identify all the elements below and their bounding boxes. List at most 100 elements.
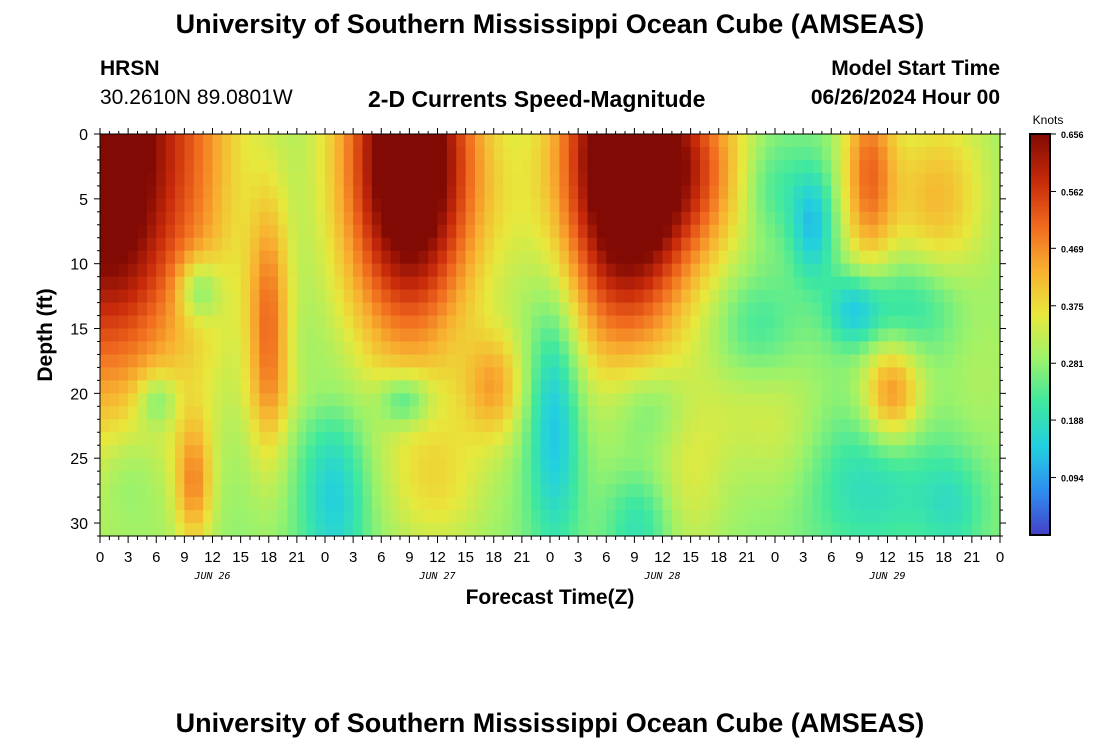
heatmap-cell	[831, 445, 842, 459]
heatmap-cell	[718, 134, 729, 148]
date-label: JUN 27	[418, 571, 455, 582]
heatmap-cell	[512, 198, 523, 213]
heatmap-cell	[437, 445, 448, 459]
heatmap-cell	[278, 198, 289, 213]
y-tick-label: 5	[79, 192, 88, 209]
heatmap-cell	[681, 250, 692, 265]
heatmap-cell	[784, 380, 795, 394]
heatmap-cell	[343, 224, 354, 239]
heatmap-cell	[146, 276, 157, 291]
heatmap-cell	[568, 146, 579, 161]
heatmap-cell	[381, 419, 392, 433]
heatmap-cell	[615, 471, 626, 485]
heatmap-cell	[353, 198, 364, 213]
heatmap-cell	[925, 393, 935, 407]
heatmap-cell	[409, 134, 420, 148]
heatmap-cell	[193, 497, 204, 511]
heatmap-cell	[906, 510, 917, 524]
heatmap-cell	[859, 185, 870, 200]
heatmap-cell	[231, 198, 242, 213]
heatmap-cell	[878, 406, 889, 420]
heatmap-cell	[109, 198, 120, 213]
heatmap-cell	[831, 380, 842, 394]
heatmap-cell	[250, 367, 260, 381]
heatmap-cell	[484, 237, 495, 252]
heatmap-cell	[409, 211, 420, 226]
heatmap-cell	[437, 523, 448, 537]
heatmap-cell	[437, 406, 448, 420]
heatmap-cell	[690, 341, 701, 356]
heatmap-cell	[915, 237, 926, 252]
heatmap-cell	[400, 159, 410, 174]
x-tick-label: 6	[152, 549, 160, 566]
heatmap-cell	[165, 185, 176, 200]
heatmap-cell	[934, 354, 945, 369]
heatmap-cell	[990, 198, 1001, 213]
heatmap-cell	[859, 146, 870, 161]
heatmap-cell	[643, 471, 654, 485]
heatmap-cell	[578, 237, 589, 252]
heatmap-cell	[437, 263, 448, 278]
heatmap-cell	[503, 432, 514, 446]
heatmap-cell	[521, 146, 532, 161]
heatmap-cell	[521, 484, 532, 498]
heatmap-cell	[840, 484, 851, 498]
heatmap-cell	[756, 354, 767, 369]
heatmap-cell	[568, 367, 579, 381]
heatmap-cell	[353, 406, 364, 420]
heatmap-cell	[690, 198, 701, 213]
heatmap-cell	[653, 354, 664, 369]
heatmap-cell	[896, 185, 907, 200]
heatmap-cell	[606, 380, 617, 394]
heatmap-cell	[896, 458, 907, 472]
heatmap-cell	[175, 263, 185, 278]
heatmap-cell	[793, 224, 804, 239]
heatmap-cell	[784, 198, 795, 213]
heatmap-cell	[165, 432, 176, 446]
heatmap-cell	[634, 250, 645, 265]
heatmap-cell	[793, 393, 804, 407]
heatmap-cell	[334, 406, 345, 420]
heatmap-cell	[240, 302, 251, 317]
heatmap-cell	[962, 198, 973, 213]
heatmap-cell	[343, 146, 354, 161]
heatmap-cell	[381, 484, 392, 498]
heatmap-cell	[362, 432, 373, 446]
heatmap-cell	[146, 224, 157, 239]
heatmap-cell	[690, 237, 701, 252]
heatmap-cell	[690, 354, 701, 369]
heatmap-cell	[456, 380, 467, 394]
heatmap-cell	[943, 302, 954, 317]
heatmap-cell	[475, 302, 485, 317]
heatmap-cell	[156, 159, 167, 174]
heatmap-cell	[718, 419, 729, 433]
heatmap-cell	[653, 211, 664, 226]
heatmap-cell	[896, 237, 907, 252]
heatmap-cell	[953, 315, 964, 330]
heatmap-cell	[559, 250, 570, 265]
heatmap-cell	[390, 172, 401, 187]
heatmap-cell	[381, 406, 392, 420]
heatmap-cell	[109, 159, 120, 174]
heatmap-cell	[296, 419, 307, 433]
heatmap-cell	[662, 471, 673, 485]
heatmap-cell	[700, 367, 710, 381]
heatmap-cell	[671, 134, 682, 148]
heatmap-cell	[756, 263, 767, 278]
x-tick-label: 18	[710, 549, 727, 566]
heatmap-cell	[962, 237, 973, 252]
heatmap-cell	[240, 393, 251, 407]
heatmap-cell	[484, 185, 495, 200]
heatmap-cell	[821, 432, 832, 446]
heatmap-cell	[906, 406, 917, 420]
heatmap-cell	[146, 419, 157, 433]
heatmap-cell	[475, 432, 485, 446]
x-tick-label: 15	[232, 549, 249, 566]
heatmap-cell	[962, 134, 973, 148]
heatmap-cell	[943, 432, 954, 446]
heatmap-cell	[428, 510, 439, 524]
heatmap-cell	[587, 302, 598, 317]
heatmap-cell	[268, 198, 279, 213]
heatmap-cell	[118, 354, 129, 369]
heatmap-cell	[821, 523, 832, 537]
